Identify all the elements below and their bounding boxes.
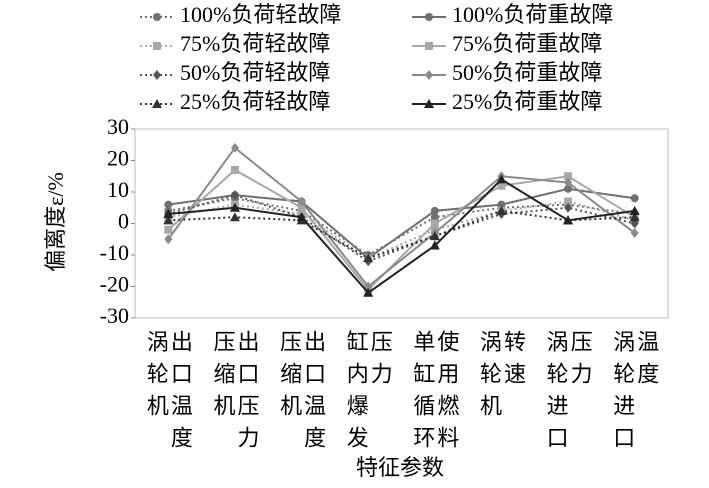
series-line xyxy=(167,168,636,292)
legend-marker xyxy=(153,42,161,50)
y-tick-label: -10 xyxy=(100,240,129,265)
x-tick-label: 出口温度 xyxy=(168,330,193,458)
legend-marker xyxy=(153,13,161,21)
point xyxy=(164,234,173,245)
legend-label: 50%负荷重故障 xyxy=(452,60,602,85)
legend-label: 50%负荷轻故障 xyxy=(180,60,330,85)
x-tick-label: 涡轮机 xyxy=(477,330,502,426)
legend-marker xyxy=(425,13,433,21)
x-tick-label: 单缸循环 xyxy=(410,330,435,458)
point xyxy=(164,200,173,209)
y-tick-label: -20 xyxy=(100,272,129,297)
point xyxy=(497,181,506,190)
point xyxy=(564,202,573,213)
point xyxy=(229,212,240,222)
x-tick-label: 压缩机 xyxy=(277,330,302,426)
point xyxy=(630,194,639,203)
point xyxy=(430,213,439,222)
point xyxy=(564,197,573,206)
plot-frame xyxy=(134,128,669,319)
point xyxy=(629,212,640,222)
x-tick-label: 压力 xyxy=(368,330,393,394)
y-tick-label: 30 xyxy=(107,114,129,139)
y-tick-label: 0 xyxy=(118,209,129,234)
series-line xyxy=(168,178,635,295)
point xyxy=(430,219,439,228)
series-line xyxy=(168,194,635,263)
legend-label: 25%负荷轻故障 xyxy=(180,89,330,114)
point xyxy=(297,196,306,207)
point xyxy=(496,174,507,184)
legend-label: 100%负荷轻故障 xyxy=(180,2,341,27)
point xyxy=(430,206,439,215)
point xyxy=(497,200,506,209)
x-tick-label: 压力 xyxy=(568,330,593,394)
x-axis-label: 特征参数 xyxy=(356,455,444,480)
point xyxy=(564,177,573,188)
series-line xyxy=(168,209,635,260)
point xyxy=(164,225,173,234)
point xyxy=(163,209,174,219)
point xyxy=(229,202,240,212)
series-line xyxy=(168,200,635,260)
legend-marker xyxy=(152,99,162,108)
x-tick-label: 出口温度 xyxy=(301,330,326,458)
x-tick-label: 缸内爆发 xyxy=(344,330,369,458)
x-tick-label: 涡轮机 xyxy=(144,330,169,426)
point xyxy=(564,184,573,193)
legend-marker xyxy=(424,99,434,108)
legend-marker xyxy=(153,70,161,80)
x-tick-label: 使用燃料 xyxy=(434,330,459,458)
point xyxy=(429,231,440,241)
legend-marker xyxy=(425,70,433,80)
point xyxy=(563,215,574,225)
point xyxy=(363,253,374,263)
point xyxy=(364,281,373,292)
point xyxy=(429,240,440,250)
x-tick-label: 涡轮进口 xyxy=(610,330,635,458)
x-tick-label: 转速 xyxy=(501,330,526,394)
point xyxy=(630,227,639,238)
y-tick-label: 10 xyxy=(107,177,129,202)
series-line xyxy=(167,146,636,288)
y-axis-label: 偏离度ε/% xyxy=(43,172,68,272)
legend-label: 75%负荷重故障 xyxy=(452,31,602,56)
point xyxy=(564,172,573,181)
x-tick-label: 出口压力 xyxy=(234,330,259,458)
point xyxy=(230,190,239,201)
point xyxy=(163,215,174,225)
y-tick-label: 20 xyxy=(107,146,129,171)
series-line xyxy=(168,187,635,260)
legend-marker xyxy=(425,42,433,50)
point xyxy=(496,205,507,215)
x-tick-label: 压缩机 xyxy=(210,330,235,426)
point xyxy=(363,287,374,297)
legend-label: 100%负荷重故障 xyxy=(452,2,613,27)
x-tick-label: 涡轮进口 xyxy=(544,330,569,458)
point xyxy=(297,203,306,212)
point xyxy=(296,212,307,222)
x-tick-label: 温度 xyxy=(634,330,659,394)
legend-label: 25%负荷重故障 xyxy=(452,89,602,114)
point xyxy=(629,205,640,215)
point xyxy=(230,165,239,174)
point xyxy=(230,142,239,153)
y-tick-label: -30 xyxy=(100,303,129,328)
legend-label: 75%负荷轻故障 xyxy=(180,31,330,56)
